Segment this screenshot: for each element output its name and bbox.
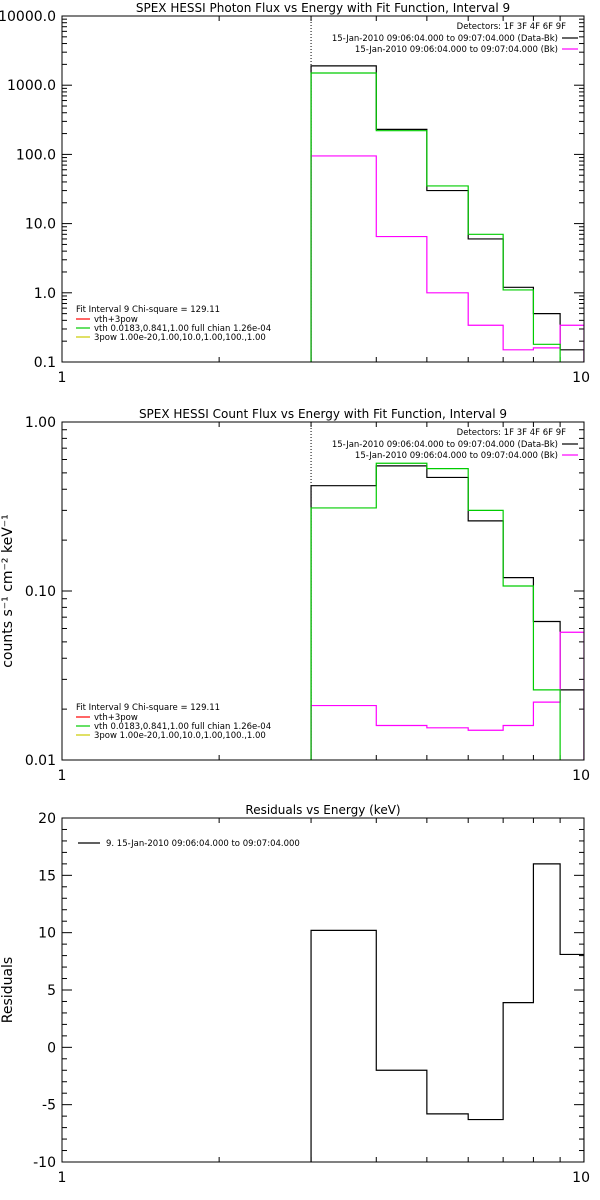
chart-panel-2: SPEX HESSI Count Flux vs Energy with Fit… xyxy=(0,407,590,784)
y-tick-label: 10 xyxy=(38,926,56,942)
series-line-fit_vth xyxy=(310,462,584,760)
fit-legend-label: vth+3pow xyxy=(94,315,138,325)
y-tick-label: 15 xyxy=(38,868,56,884)
y-tick-label: -5 xyxy=(42,1098,56,1114)
y-tick-label: 1.0 xyxy=(34,286,56,302)
legend-entry-label: 15-Jan-2010 09:06:04.000 to 09:07:04.000… xyxy=(355,45,558,55)
y-axis-label: counts s⁻¹ cm⁻² keV⁻¹ xyxy=(0,514,16,668)
y-tick-label: 100.0 xyxy=(16,147,56,163)
fit-legend-label: vth 0.0183,0.841,1.00 full chian 1.26e-0… xyxy=(94,324,271,334)
series-line-bk xyxy=(310,155,584,362)
legend-entry-label: 9. 15-Jan-2010 09:06:04.000 to 09:07:04.… xyxy=(106,839,300,849)
x-tick-label: 1 xyxy=(58,370,67,386)
series-line-fit_vth xyxy=(310,72,584,362)
x-tick-label: 1 xyxy=(58,768,67,784)
fit-legend-label: 3pow 1.00e-20,1.00,10.0,1.00,100.,1.00 xyxy=(94,731,266,741)
fit-legend-label: vth+3pow xyxy=(94,713,138,723)
panels: SPEX HESSI Photon Flux vs Energy with Fi… xyxy=(0,1,590,1186)
legend-detectors: Detectors: 1F 3F 4F 6F 9F xyxy=(457,428,566,438)
y-axis-label: Residuals xyxy=(0,957,16,1023)
legend-entry-label: 15-Jan-2010 09:06:04.000 to 09:07:04.000… xyxy=(332,34,558,44)
series-line-bk xyxy=(310,631,584,760)
x-tick-label: 10 xyxy=(572,768,590,784)
y-tick-label: 10000.0 xyxy=(0,9,56,25)
fit-legend-header: Fit Interval 9 Chi-square = 129.11 xyxy=(76,305,220,315)
plot-frame xyxy=(61,817,585,1163)
fit-legend-header: Fit Interval 9 Chi-square = 129.11 xyxy=(76,703,220,713)
chart-panel-1: SPEX HESSI Photon Flux vs Energy with Fi… xyxy=(0,1,590,386)
chart-title: SPEX HESSI Photon Flux vs Energy with Fi… xyxy=(136,1,510,15)
y-tick-label: 0.1 xyxy=(34,355,56,371)
plot-frame xyxy=(61,15,585,363)
chart-panel-3: Residuals vs Energy (keV) Residuals 1 10 -10… xyxy=(0,803,590,1186)
fit-legend-label: 3pow 1.00e-20,1.00,10.0,1.00,100.,1.00 xyxy=(94,333,266,343)
legend-entry-label: 15-Jan-2010 09:06:04.000 to 09:07:04.000… xyxy=(332,440,558,450)
y-tick-label: 1000.0 xyxy=(7,78,56,94)
legend-entry-label: 15-Jan-2010 09:06:04.000 to 09:07:04.000… xyxy=(355,451,558,461)
x-tick-label: 10 xyxy=(572,1170,590,1186)
y-tick-label: -10 xyxy=(33,1155,56,1171)
y-tick-label: 10.0 xyxy=(25,217,56,233)
y-tick-label: 1.00 xyxy=(25,415,56,431)
y-tick-label: 0 xyxy=(47,1040,56,1056)
y-tick-label: 5 xyxy=(47,983,56,999)
fit-legend-label: vth 0.0183,0.841,1.00 full chian 1.26e-0… xyxy=(94,722,271,732)
y-tick-label: 0.10 xyxy=(25,584,56,600)
plot-frame xyxy=(61,421,585,761)
x-tick-label: 10 xyxy=(572,370,590,386)
y-tick-label: 0.01 xyxy=(25,753,56,769)
chart-title: Residuals vs Energy (keV) xyxy=(245,803,400,817)
y-tick-label: 20 xyxy=(38,811,56,827)
x-tick-label: 1 xyxy=(58,1170,67,1186)
chart-title: SPEX HESSI Count Flux vs Energy with Fit… xyxy=(139,407,507,421)
legend-detectors: Detectors: 1F 3F 4F 6F 9F xyxy=(457,22,566,32)
series-line-data_bk xyxy=(310,863,584,1162)
